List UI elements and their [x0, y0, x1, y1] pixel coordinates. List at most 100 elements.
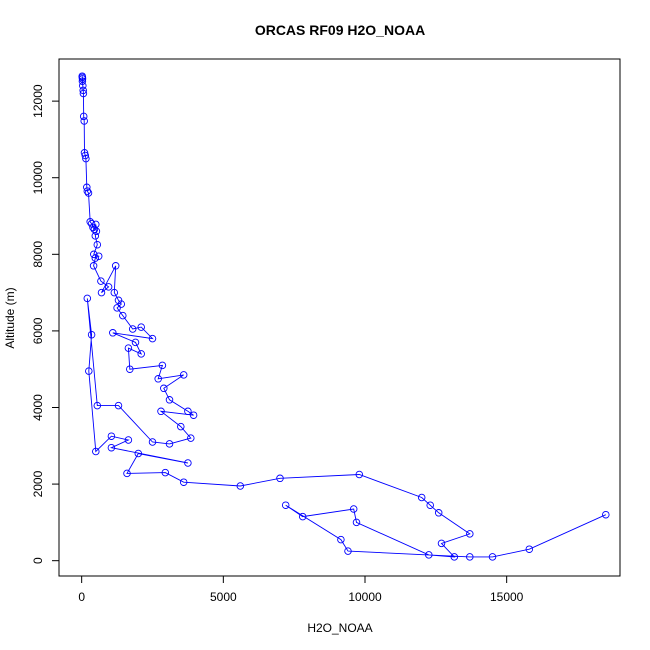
data-point [93, 240, 102, 249]
data-point [165, 440, 174, 448]
data-point [87, 330, 96, 339]
data-point [113, 304, 121, 312]
data-point [184, 407, 192, 416]
data-point [85, 367, 93, 375]
data-point [426, 501, 434, 509]
data-point [160, 384, 168, 393]
data-point [525, 545, 534, 553]
y-tick-label: 2000 [31, 470, 45, 497]
data-point [344, 547, 352, 555]
y-tick-label: 12000 [31, 84, 45, 118]
data-point [79, 86, 87, 95]
data-point [131, 338, 140, 347]
data-point [137, 323, 145, 331]
x-tick-label: 15000 [490, 590, 524, 604]
data-point [349, 505, 358, 513]
data-point [352, 518, 361, 527]
y-tick-label: 10000 [31, 161, 45, 195]
data-point [82, 154, 90, 163]
data-point [154, 375, 162, 383]
data-point [89, 262, 98, 270]
data-point [355, 470, 364, 479]
x-tick-label: 10000 [348, 590, 382, 604]
data-point [177, 422, 185, 431]
data-point [81, 151, 90, 160]
y-axis-label: Altitude (m) [3, 287, 17, 348]
data-point [437, 539, 446, 548]
data-point [148, 438, 157, 446]
data-point [83, 183, 91, 192]
data-point [79, 89, 88, 98]
data-point [124, 436, 133, 444]
data-point [179, 371, 188, 379]
data-point [165, 396, 174, 404]
y-tick-label: 8000 [31, 241, 45, 268]
data-point [80, 117, 88, 125]
data-point [137, 350, 145, 358]
data-point [110, 288, 119, 297]
data-point [602, 510, 610, 519]
data-point [126, 365, 134, 373]
series-h2o-noaa [78, 72, 610, 561]
data-point [450, 553, 459, 561]
data-point [148, 334, 157, 343]
data-point [337, 535, 345, 544]
data-point [114, 296, 123, 305]
data-point [276, 474, 284, 483]
data-point [91, 232, 100, 240]
data-point [417, 493, 426, 502]
data-point [281, 501, 290, 509]
data-point [78, 77, 87, 85]
y-axis: 0 2000 4000 6000 8000 10000 12000 [31, 84, 60, 564]
data-point [123, 469, 131, 478]
chart-title: ORCAS RF09 H2O_NOAA [255, 22, 425, 38]
data-point [466, 530, 474, 538]
data-point [107, 443, 116, 452]
data-point [488, 553, 497, 561]
data-point [111, 262, 120, 270]
data-point [161, 468, 170, 477]
data-point [104, 283, 113, 291]
data-point [425, 551, 433, 559]
data-point [298, 512, 307, 521]
data-point [119, 311, 127, 320]
data-point [93, 401, 102, 410]
data-point [128, 325, 137, 333]
y-tick-label: 6000 [31, 317, 45, 344]
data-point [434, 509, 443, 517]
x-tick-label: 0 [78, 590, 85, 604]
data-point [79, 82, 87, 90]
data-point [117, 300, 126, 308]
data-point [184, 459, 192, 467]
data-point [189, 411, 198, 419]
data-point [91, 254, 100, 262]
data-point [158, 361, 167, 370]
data-point [92, 227, 101, 236]
data-point [79, 112, 88, 121]
data-point [179, 478, 188, 486]
data-point [134, 449, 143, 458]
data-point [466, 553, 474, 561]
data-point [97, 277, 105, 285]
data-point [114, 401, 123, 410]
data-point [83, 294, 92, 303]
data-point [97, 288, 106, 297]
data-point [92, 447, 100, 456]
x-axis: 0 5000 10000 15000 [78, 575, 524, 604]
data-point [236, 482, 245, 490]
data-point [90, 250, 98, 259]
data-point [107, 432, 116, 440]
data-point [109, 329, 117, 337]
data-point [187, 434, 195, 442]
data-point [84, 189, 93, 197]
y-tick-label: 0 [31, 557, 45, 564]
x-tick-label: 5000 [210, 590, 237, 604]
data-point [157, 407, 165, 416]
series-line [81, 76, 606, 558]
x-axis-label: H2O_NOAA [307, 621, 372, 635]
data-point [83, 187, 92, 195]
data-point [124, 344, 133, 352]
y-tick-label: 4000 [31, 394, 45, 421]
